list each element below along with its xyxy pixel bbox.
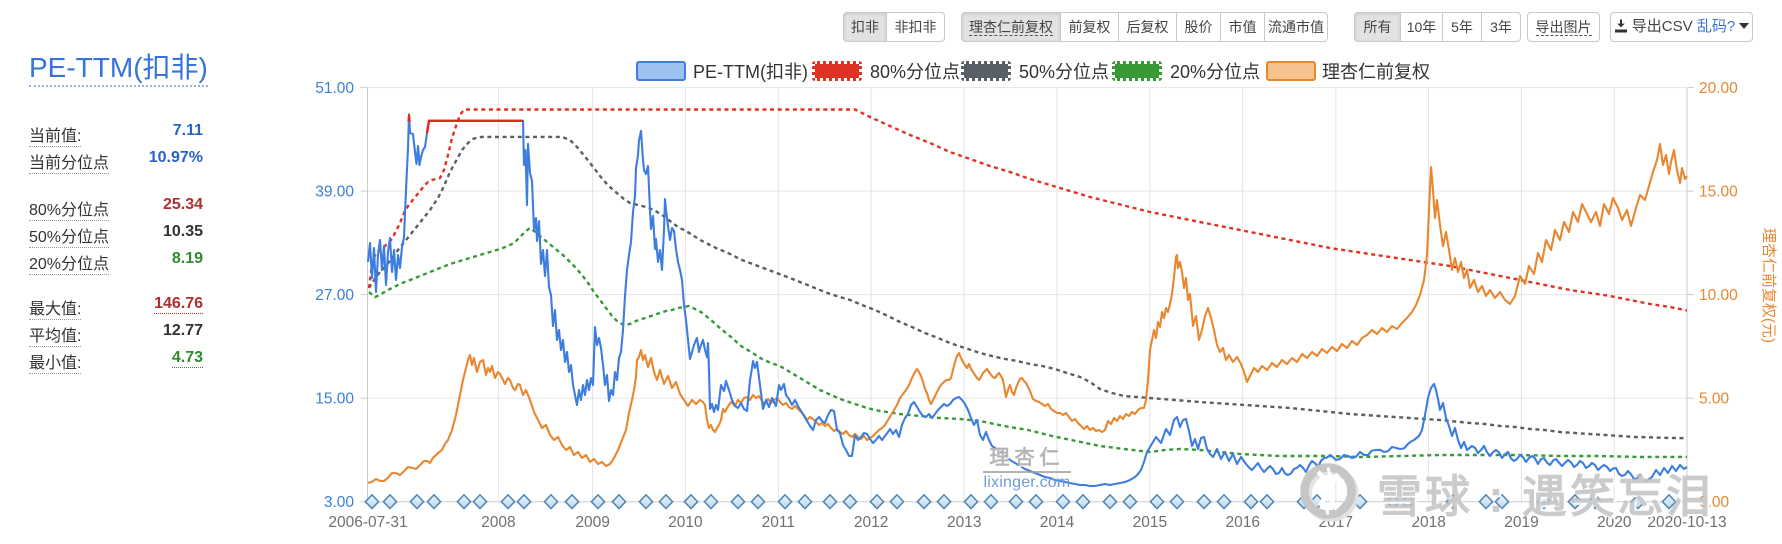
- svg-text:2012: 2012: [854, 514, 888, 531]
- svg-text:20.00: 20.00: [1699, 80, 1738, 97]
- svg-text:2019: 2019: [1504, 514, 1538, 531]
- svg-text:2008: 2008: [481, 514, 515, 531]
- svg-text:0.00: 0.00: [1699, 494, 1730, 511]
- svg-text:2010: 2010: [668, 514, 703, 531]
- svg-text:理杏仁前复权(元): 理杏仁前复权(元): [1760, 228, 1778, 343]
- svg-text:27.00: 27.00: [315, 287, 354, 304]
- svg-text:2006-07-31: 2006-07-31: [328, 514, 407, 531]
- svg-text:2009: 2009: [575, 514, 609, 531]
- svg-text:2011: 2011: [762, 514, 795, 531]
- svg-text:2020: 2020: [1597, 514, 1632, 531]
- svg-text:51.00: 51.00: [315, 80, 354, 97]
- svg-text:39.00: 39.00: [315, 184, 354, 201]
- svg-text:15.00: 15.00: [315, 391, 354, 408]
- svg-text:2020-10-13: 2020-10-13: [1647, 514, 1726, 531]
- svg-text:10.00: 10.00: [1699, 287, 1738, 304]
- svg-text:15.00: 15.00: [1699, 184, 1738, 201]
- svg-text:2015: 2015: [1133, 514, 1167, 531]
- svg-text:5.00: 5.00: [1699, 391, 1730, 408]
- svg-text:2014: 2014: [1040, 514, 1075, 531]
- svg-text:2018: 2018: [1411, 514, 1445, 531]
- svg-text:3.00: 3.00: [324, 494, 355, 511]
- svg-text:2016: 2016: [1225, 514, 1259, 531]
- svg-text:2013: 2013: [947, 514, 981, 531]
